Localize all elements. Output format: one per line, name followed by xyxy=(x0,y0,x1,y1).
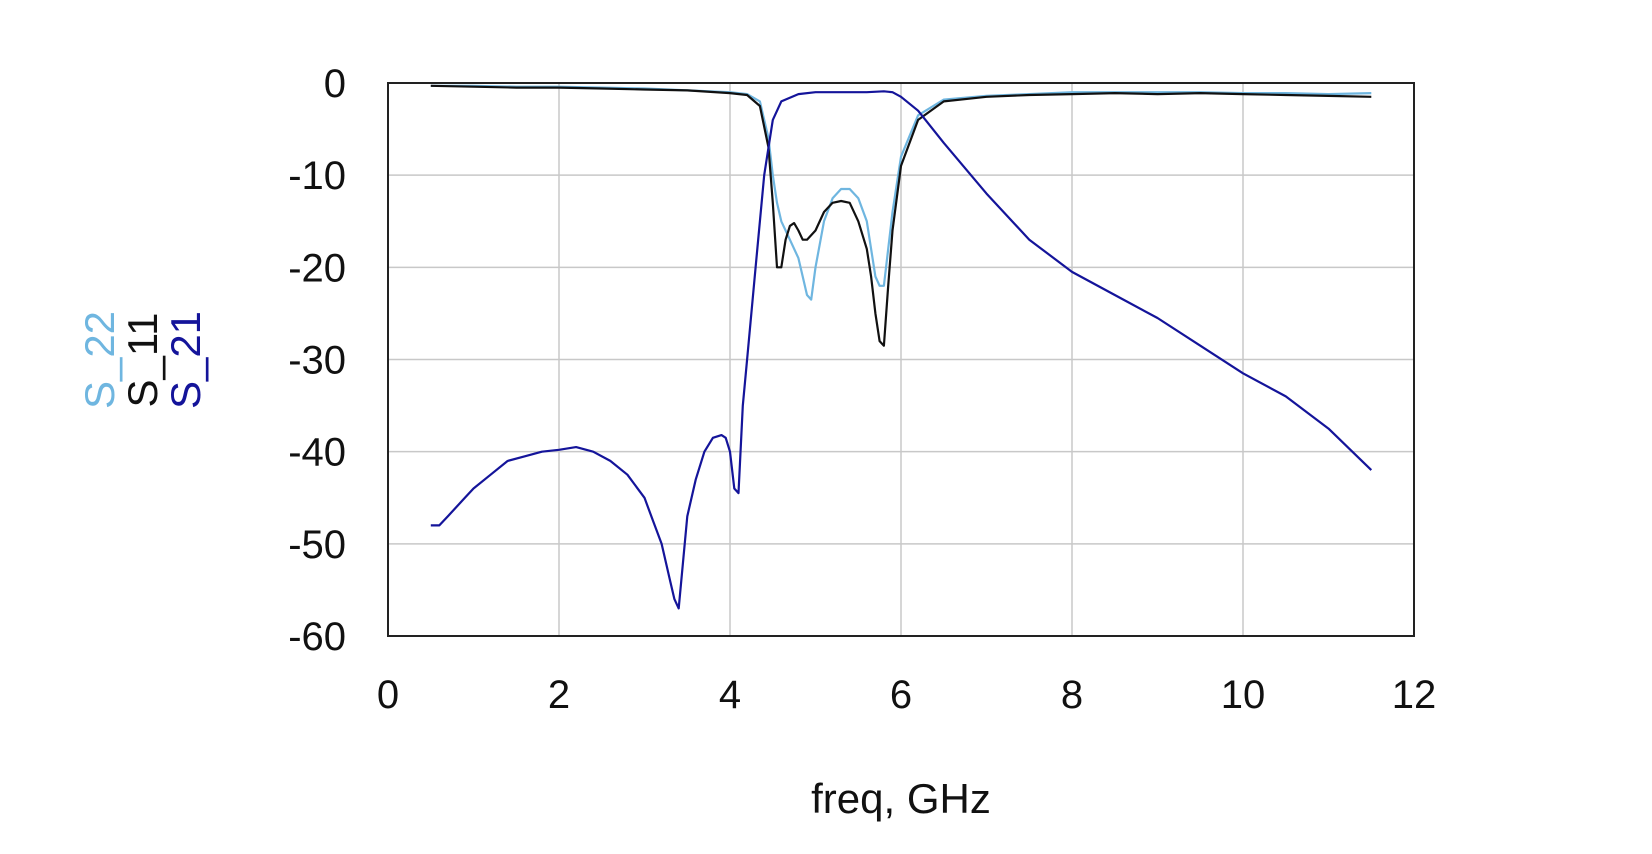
x-tick-label: 4 xyxy=(719,673,741,717)
plot-frame xyxy=(387,82,1415,637)
y-tick-labels: 0 -10 -20 -30 -40 -50 -60 xyxy=(288,62,346,659)
x-tick-label: 12 xyxy=(1392,673,1437,717)
y-axis-label-s-21: S_21 xyxy=(162,311,209,409)
x-tick-label: 2 xyxy=(548,673,570,717)
y-axis-label-s-11: S_11 xyxy=(119,313,166,408)
x-axis-label: freq, GHz xyxy=(811,775,991,822)
y-tick-label: 0 xyxy=(324,62,346,106)
series-line-s-11 xyxy=(430,84,1372,347)
x-tick-labels: 0 2 4 6 8 10 12 xyxy=(377,673,1436,717)
x-tick-label: 10 xyxy=(1221,673,1266,717)
y-tick-label: -50 xyxy=(288,523,346,567)
y-tick-label: -40 xyxy=(288,431,346,475)
y-tick-label: -10 xyxy=(288,154,346,198)
x-tick-label: 8 xyxy=(1061,673,1083,717)
y-tick-label: -20 xyxy=(288,246,346,290)
y-tick-label: -30 xyxy=(288,339,346,383)
series-lines xyxy=(430,84,1373,610)
series-line-s-21 xyxy=(430,90,1373,610)
y-tick-label: -60 xyxy=(288,615,346,659)
y-axis-label-s-22: S_22 xyxy=(76,311,123,409)
x-tick-label: 0 xyxy=(377,673,399,717)
y-axis-labels: S_22S_11S_21 xyxy=(76,311,209,409)
x-tick-label: 6 xyxy=(890,673,912,717)
